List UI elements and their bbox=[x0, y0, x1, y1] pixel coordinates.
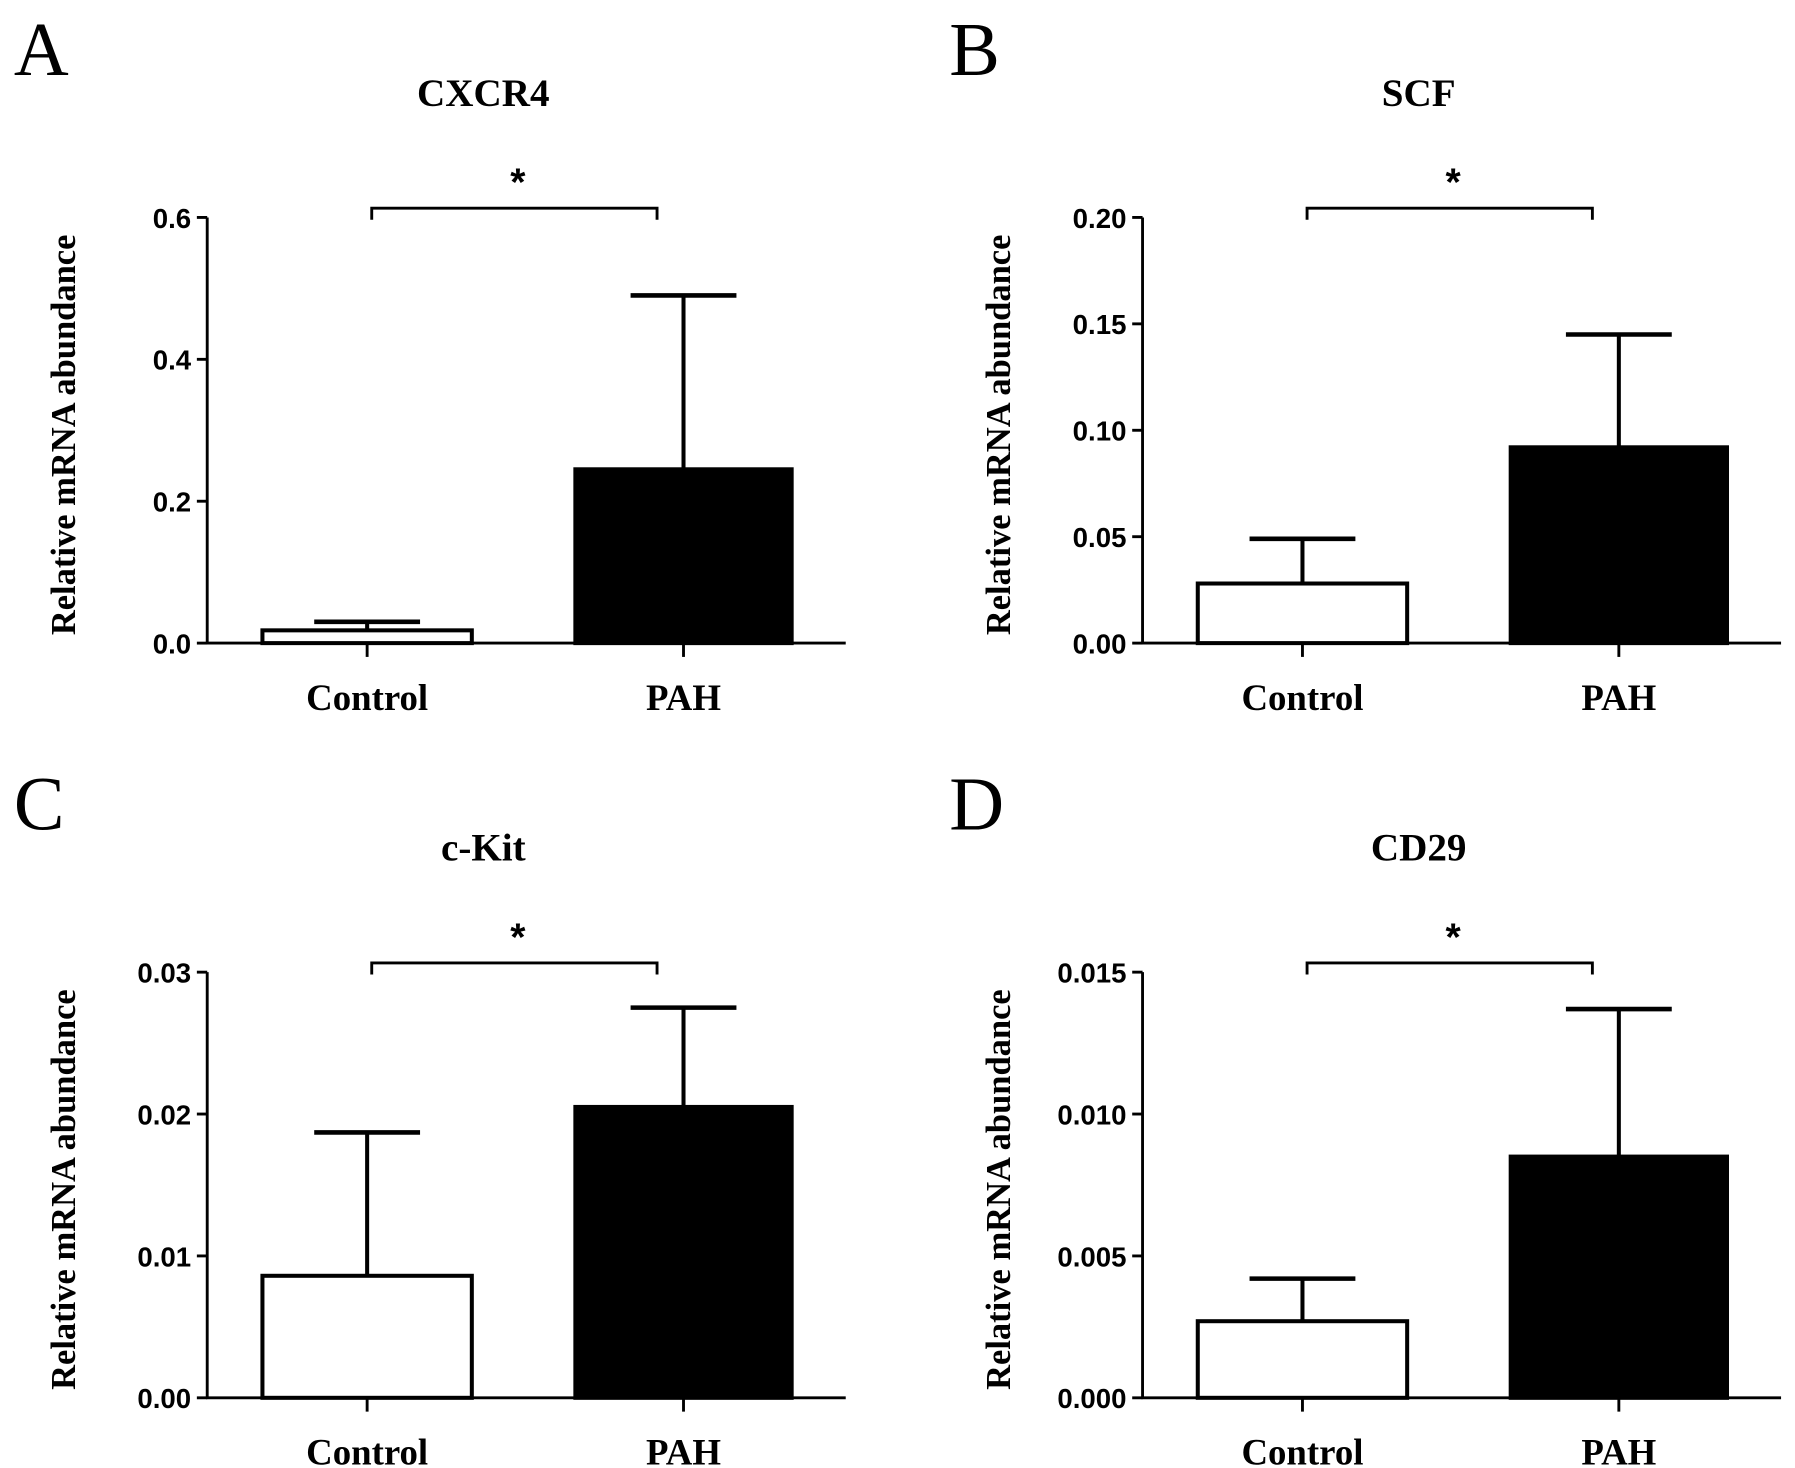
y-tick-label: 0.00 bbox=[1073, 628, 1127, 659]
x-tick-label: Control bbox=[306, 677, 428, 718]
panel-a: A CXCR4 Relative mRNA abundance Control PAH 0… bbox=[14, 8, 846, 718]
y-tick-label: 0.4 bbox=[153, 345, 192, 376]
y-axis-label: Relative mRNA abundance bbox=[45, 235, 83, 636]
x-tick-label: Control bbox=[1241, 677, 1363, 718]
y-tick-label: 0.03 bbox=[137, 958, 191, 989]
panel-letter: D bbox=[949, 762, 1004, 846]
y-tick-label: 0.015 bbox=[1057, 958, 1126, 989]
y-tick-label: 0.000 bbox=[1057, 1383, 1126, 1414]
y-tick-label: 0.2 bbox=[153, 487, 191, 518]
y-tick-label: 0.6 bbox=[153, 203, 191, 234]
significance-bracket bbox=[370, 961, 659, 975]
panel-letter: A bbox=[14, 8, 69, 92]
panel-c: Cc-Kit Relative mRNA abundance Control PAH 0… bbox=[14, 762, 846, 1468]
x-tick-label: PAH bbox=[1581, 677, 1656, 718]
x-tick-label: Control bbox=[1241, 1432, 1363, 1468]
x-tick-label: Control bbox=[306, 1432, 428, 1468]
y-tick-label: 0.10 bbox=[1073, 416, 1127, 447]
y-tick-label: 0.0 bbox=[153, 628, 191, 659]
x-tick-label: PAH bbox=[646, 1432, 721, 1468]
bar-pah bbox=[573, 467, 794, 646]
bar-control bbox=[1195, 1319, 1410, 1400]
significance-star: * bbox=[1446, 162, 1462, 205]
panel-letter: C bbox=[14, 762, 65, 846]
y-tick-label: 0.005 bbox=[1057, 1241, 1126, 1272]
chart-title: CXCR4 bbox=[417, 72, 550, 115]
bar-pah bbox=[1508, 1154, 1730, 1400]
panel-b: B SCF Relative mRNA abundance Control PAH 0.0… bbox=[949, 8, 1782, 718]
y-axis-label: Relative mRNA abundance bbox=[980, 235, 1018, 636]
significance-bracket bbox=[370, 206, 659, 220]
y-tick-label: 0.15 bbox=[1073, 309, 1127, 340]
y-tick-label: 0.00 bbox=[137, 1383, 191, 1414]
y-tick-label: 0.010 bbox=[1057, 1099, 1126, 1130]
significance-bracket bbox=[1305, 961, 1594, 975]
y-tick-label: 0.05 bbox=[1073, 522, 1127, 553]
x-tick-label: PAH bbox=[1581, 1432, 1656, 1468]
chart-title: c-Kit bbox=[441, 827, 526, 870]
y-axis-label: Relative mRNA abundance bbox=[980, 989, 1018, 1390]
panel-letter: B bbox=[949, 8, 1000, 92]
y-tick-label: 0.01 bbox=[137, 1241, 191, 1272]
significance-bracket bbox=[1305, 206, 1594, 220]
bar-pah bbox=[1508, 445, 1730, 646]
significance-star: * bbox=[510, 162, 526, 205]
bar-control bbox=[260, 628, 474, 646]
y-tick-label: 0.20 bbox=[1073, 203, 1127, 234]
significance-star: * bbox=[510, 916, 526, 959]
y-axis-label: Relative mRNA abundance bbox=[45, 989, 83, 1390]
bar-pah bbox=[573, 1104, 794, 1400]
x-tick-label: PAH bbox=[646, 677, 721, 718]
significance-star: * bbox=[1446, 916, 1462, 959]
y-tick-label: 0.02 bbox=[137, 1099, 191, 1130]
bar-control bbox=[1195, 581, 1410, 646]
chart-title: CD29 bbox=[1371, 827, 1467, 870]
chart-title: SCF bbox=[1382, 72, 1456, 115]
bar-control bbox=[260, 1273, 474, 1400]
panel-d: D CD29 Relative mRNA abundance Control PAH 0.… bbox=[949, 762, 1782, 1468]
